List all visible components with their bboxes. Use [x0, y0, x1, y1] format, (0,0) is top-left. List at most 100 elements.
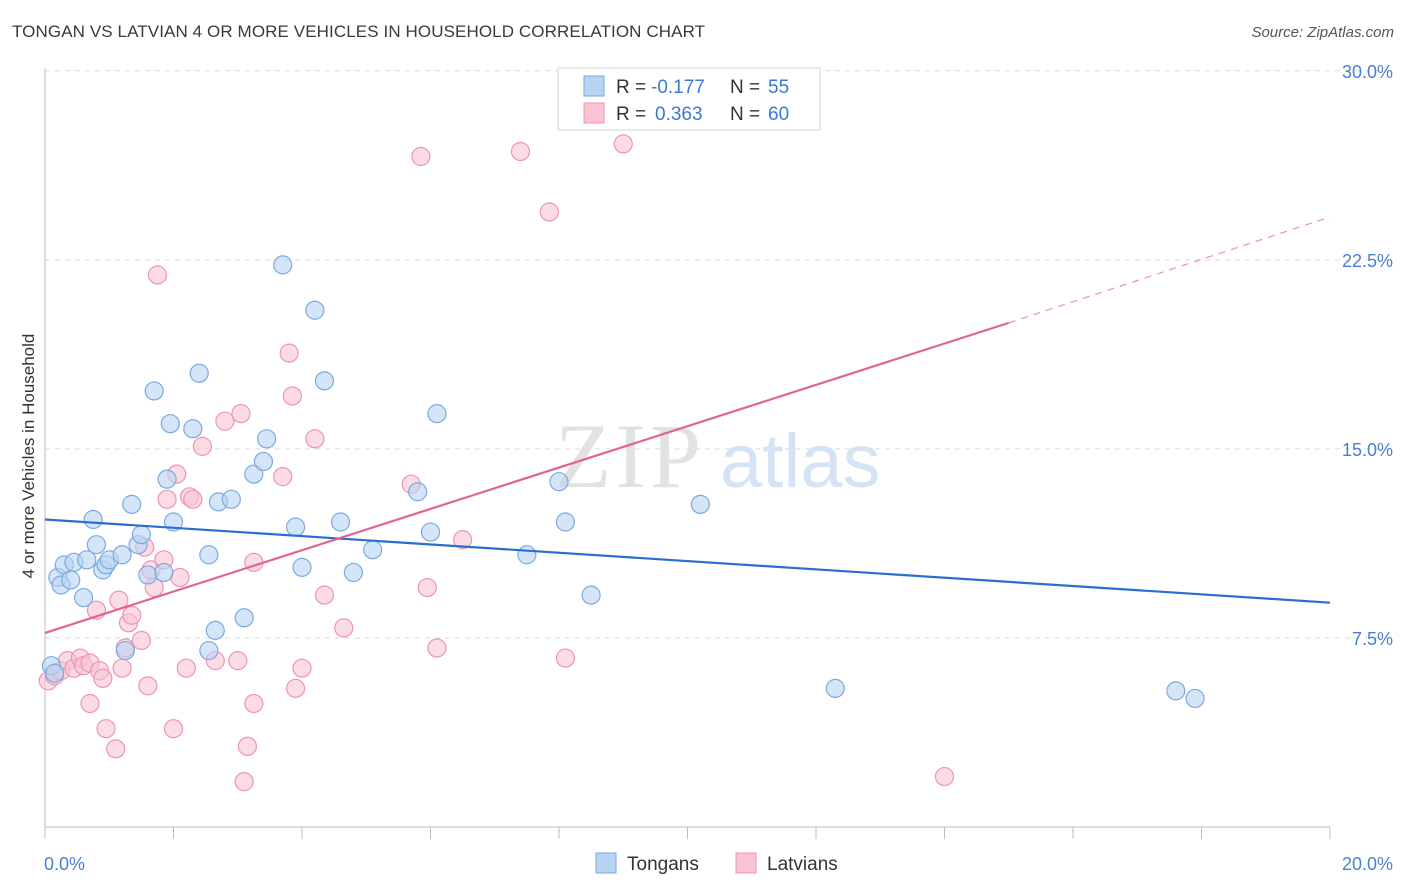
point-latvians — [285, 678, 306, 698]
point-latvians — [510, 141, 531, 162]
point-tongans — [154, 562, 174, 583]
point-tongans — [330, 512, 351, 532]
point-latvians — [411, 146, 431, 167]
legend-r-label-latvians: R = — [616, 104, 646, 125]
x-tick-label-max: 20.0% — [1342, 854, 1393, 874]
legend-n-label-latvians: N = — [730, 104, 760, 125]
legend-n-value-tongans: 55 — [768, 77, 789, 98]
point-latvians — [215, 411, 235, 431]
series-latvians — [38, 134, 955, 792]
point-latvians — [453, 530, 473, 550]
point-latvians — [334, 618, 354, 638]
point-tongans — [144, 381, 164, 401]
point-latvians — [112, 658, 132, 678]
point-latvians — [292, 658, 312, 678]
axes — [44, 68, 1331, 839]
legend-r-value-tongans: -0.177 — [651, 77, 705, 98]
point-latvians — [96, 719, 116, 739]
legend-swatch-latvians — [583, 102, 605, 124]
point-latvians — [176, 658, 196, 678]
point-tongans — [199, 640, 219, 661]
point-tongans — [86, 535, 107, 555]
y-tick-label: 7.5% — [1352, 629, 1393, 649]
point-latvians — [131, 630, 151, 651]
point-tongans — [205, 620, 225, 640]
point-latvians — [282, 386, 302, 406]
point-latvians — [147, 265, 168, 285]
legend-r-value-latvians: 0.363 — [655, 104, 703, 125]
source-label: Source: ZipAtlas.com — [1251, 24, 1394, 41]
point-tongans — [73, 588, 94, 608]
point-tongans — [825, 678, 845, 698]
point-tongans — [408, 482, 428, 502]
point-tongans — [343, 562, 363, 583]
point-tongans — [45, 663, 65, 683]
point-latvians — [231, 404, 251, 424]
point-latvians — [157, 489, 177, 509]
point-latvians — [228, 651, 248, 671]
point-tongans — [292, 557, 312, 577]
point-tongans — [183, 419, 203, 439]
point-latvians — [305, 429, 325, 449]
point-latvians — [417, 577, 437, 598]
legend-swatch-tongans — [583, 75, 605, 97]
point-latvians — [314, 585, 335, 605]
point-tongans — [257, 429, 277, 449]
point-tongans — [1185, 688, 1205, 709]
point-latvians — [539, 202, 559, 222]
point-tongans — [581, 585, 601, 605]
point-tongans — [131, 525, 151, 545]
trend-line-latvians — [44, 321, 1010, 634]
point-latvians — [555, 648, 576, 668]
gridlines — [45, 70, 1392, 639]
point-tongans — [160, 414, 180, 434]
correlation-legend: R = -0.177 N = 55 R = 0.363 N = 60 — [557, 67, 821, 131]
y-tick-label: 22.5% — [1342, 251, 1393, 271]
point-latvians — [93, 668, 113, 688]
point-tongans — [363, 540, 383, 560]
point-latvians — [170, 567, 190, 588]
y-tick-label: 30.0% — [1342, 62, 1393, 82]
point-tongans — [690, 494, 710, 514]
point-tongans — [122, 494, 142, 514]
watermark: ZIP atlas — [555, 405, 881, 507]
point-tongans — [273, 255, 293, 275]
point-latvians — [237, 736, 257, 756]
point-latvians — [122, 605, 142, 625]
point-tongans — [420, 522, 441, 542]
point-tongans — [555, 512, 576, 532]
point-tongans — [221, 489, 241, 509]
y-tick-labels: 7.5% 15.0% 22.5% 30.0% — [1342, 62, 1393, 649]
legend-bottom-swatch-latvians — [735, 852, 757, 874]
point-latvians — [244, 693, 264, 714]
trend-line-tongans — [44, 518, 1331, 604]
point-latvians — [934, 766, 955, 787]
point-latvians — [279, 343, 299, 363]
trend-line-latvians-extrapolated — [1008, 216, 1331, 324]
point-tongans — [285, 517, 306, 537]
legend-n-label-tongans: N = — [730, 77, 760, 98]
y-tick-label: 15.0% — [1342, 440, 1393, 460]
series-tongans — [41, 255, 1205, 709]
watermark-atlas: atlas — [720, 419, 881, 504]
point-latvians — [192, 436, 213, 456]
point-tongans — [138, 565, 158, 585]
watermark-zip: ZIP — [555, 405, 705, 507]
point-tongans — [1166, 681, 1186, 701]
point-latvians — [138, 676, 158, 696]
point-latvians — [427, 638, 447, 658]
point-tongans — [549, 472, 569, 492]
point-tongans — [234, 608, 254, 628]
point-tongans — [112, 545, 132, 565]
point-tongans — [517, 545, 537, 565]
point-tongans — [314, 371, 335, 391]
point-tongans — [199, 545, 219, 565]
point-latvians — [234, 772, 254, 792]
point-tongans — [115, 640, 135, 661]
point-tongans — [427, 404, 447, 424]
point-tongans — [157, 469, 177, 489]
chart-title: TONGAN VS LATVIAN 4 OR MORE VEHICLES IN … — [12, 22, 706, 41]
legend-n-value-latvians: 60 — [768, 104, 789, 125]
point-latvians — [163, 719, 184, 739]
